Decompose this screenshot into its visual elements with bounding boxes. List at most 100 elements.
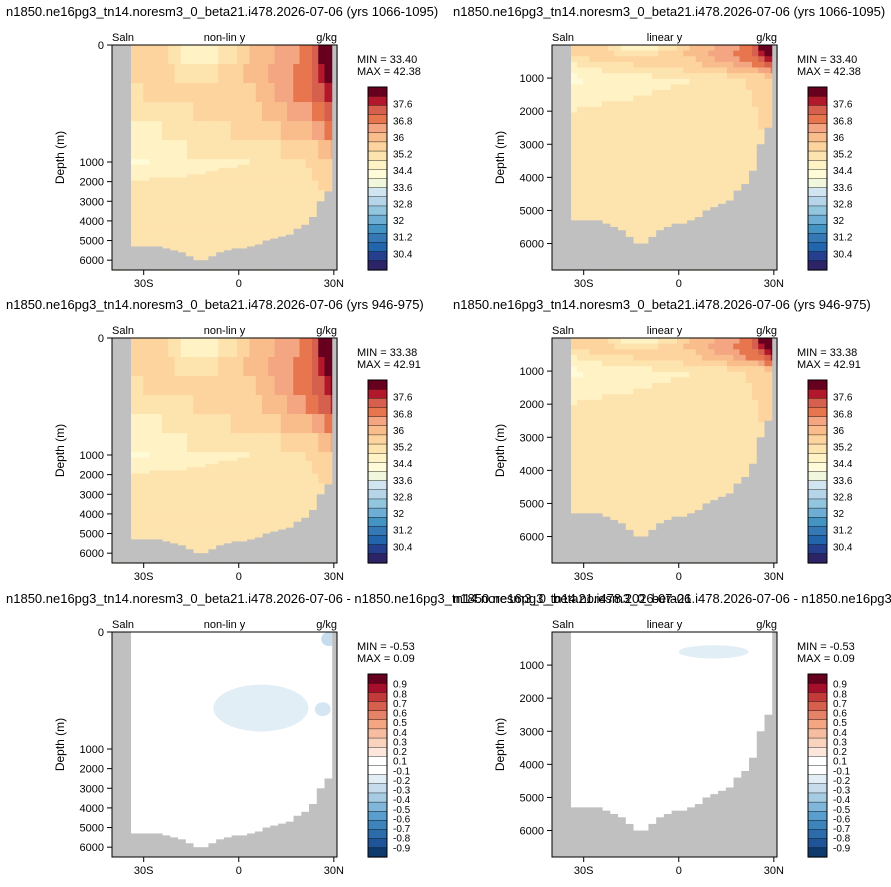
heatmap-cell [620,50,628,57]
heatmap-cell [262,518,269,523]
heatmap-cell [168,193,176,198]
colorbar-swatch [807,233,828,244]
heatmap-cell [589,163,597,170]
heatmap-cell [280,102,288,122]
heatmap-cell [318,164,326,169]
heatmap-cell [193,202,201,207]
heatmap-cell [708,112,716,119]
heatmap-cell [193,524,201,529]
heatmap-cell [249,180,257,185]
heatmap-cell [280,518,288,523]
heatmap-cell [602,174,609,181]
heatmap-cell [268,231,276,236]
heatmap-cell [287,476,294,481]
heatmap-cell [695,157,703,164]
heatmap-cell [714,112,722,119]
heatmap-cell [589,422,597,429]
heatmap-cell [218,502,226,507]
heatmap-cell [702,191,709,198]
heatmap-cell [745,56,753,63]
heatmap-cell [318,171,326,175]
max-label: MAX = 42.91 [357,359,421,371]
heatmap-cell [293,460,301,465]
heatmap-cell [143,537,151,542]
heatmap-cell [243,376,251,396]
heatmap-cell [758,50,766,57]
heatmap-cell [218,457,226,462]
heatmap-cell [218,102,226,122]
heatmap-cell [174,537,182,542]
heatmap-cell [162,206,169,210]
heatmap-cell [695,168,703,175]
colorbar-swatch [367,407,388,418]
heatmap-cell [733,106,741,114]
heatmap-cell [187,206,194,210]
heatmap-cell [168,83,176,103]
heatmap-cell [689,90,697,97]
heatmap-cell [237,244,244,249]
heatmap-cell [199,395,207,415]
heatmap-cell [689,157,697,164]
heatmap-cell [583,208,591,215]
heatmap-cell [595,67,603,74]
heatmap-cell [595,461,603,468]
heatmap-cell [312,183,319,188]
heatmap-cell [224,202,232,207]
heatmap-cell [130,241,138,246]
colorbar-swatch [367,105,388,116]
heatmap-cell [312,209,319,214]
heatmap-cell [652,225,659,232]
heatmap-cell [243,518,251,523]
heatmap-cell [312,102,319,122]
heatmap-cell [274,159,282,166]
heatmap-cell [664,135,672,142]
heatmap-cell [677,196,684,204]
heatmap-cell [708,185,716,192]
heatmap-cell [174,460,182,465]
heatmap-cell [280,511,288,516]
heatmap-cell [205,209,213,214]
heatmap-cell [658,208,666,215]
heatmap-cell [614,129,622,136]
heatmap-cell [130,206,138,210]
heatmap-cell [143,499,151,503]
heatmap-cell [324,470,332,475]
heatmap-cell [664,146,672,153]
heatmap-cell [570,366,578,373]
heatmap-cell [162,395,169,415]
heatmap-cell [193,515,201,519]
heatmap-cell [199,247,207,252]
heatmap-cell [237,515,244,519]
heatmap-cell [262,527,269,532]
heatmap-cell [224,518,232,523]
heatmap-cell [714,180,722,187]
heatmap-cell [739,112,747,119]
heatmap-cell [293,206,301,210]
heatmap-cell [243,515,251,519]
heatmap-cell [149,395,157,415]
heatmap-cell [262,212,269,217]
heatmap-cell [287,222,294,226]
heatmap-cell [752,135,759,142]
heatmap-cell [255,225,263,230]
heatmap-cell [224,159,232,166]
heatmap-cell [268,64,276,84]
heatmap-cell [670,61,678,69]
heatmap-cell [168,206,176,210]
heatmap-cell [274,505,282,510]
heatmap-cell [614,118,622,125]
heatmap-cell [312,502,319,507]
heatmap-cell [155,531,163,535]
heatmap-cell [658,191,666,198]
heatmap-cell [633,90,641,97]
heatmap-cell [745,67,753,74]
heatmap-cell [137,218,144,223]
heatmap-cell [595,394,603,401]
heatmap-cell [652,129,659,136]
heatmap-cell [168,209,176,214]
heatmap-cell [255,476,263,481]
heatmap-cell [218,247,226,252]
heatmap-cell [180,414,188,434]
y-tick-label: 6000 [80,255,104,267]
heatmap-cell [720,84,728,91]
